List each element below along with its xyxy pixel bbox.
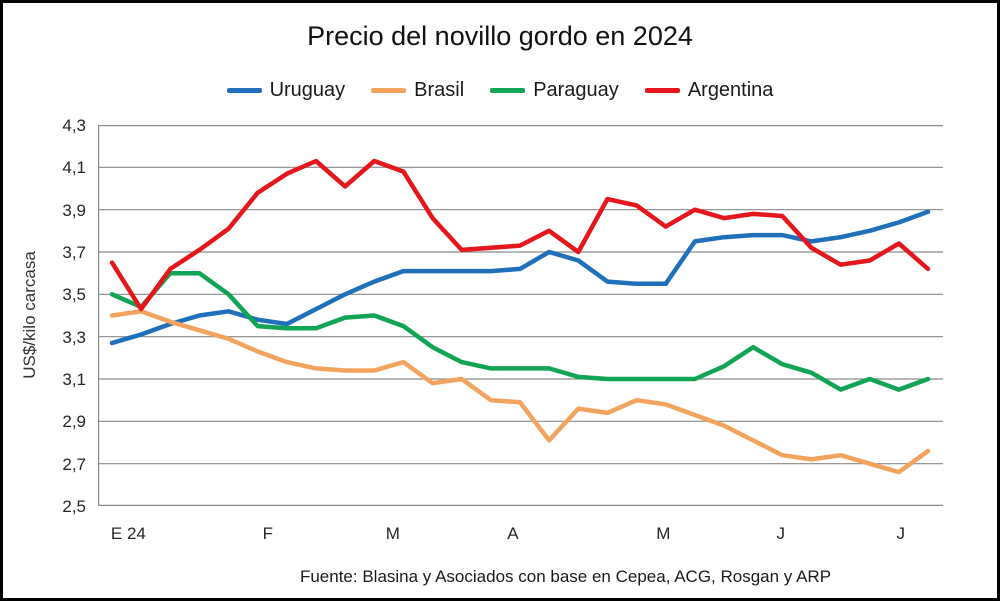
x-tick-label: J	[896, 524, 906, 543]
price-line-paraguay	[109, 270, 931, 392]
y-tick-label: 3,7	[62, 243, 86, 262]
legend-line-swatch	[490, 87, 526, 93]
legend-label: Uruguay	[269, 78, 346, 101]
legend: Uruguay Brasil Paraguay Argentina	[3, 77, 997, 103]
y-tick-label: 2,7	[62, 454, 86, 474]
legend-item-brasil: Brasil	[371, 79, 464, 102]
y-axis: 4,3 4,1 3,9 3,7 3,5 3,3 3,1 2,9 2,7 2,5	[3, 116, 86, 516]
y-tick-label: 3,3	[62, 327, 86, 347]
plot-area	[98, 125, 943, 506]
x-tick-label: E 24	[110, 524, 146, 543]
x-axis: E 24 F M A M J J	[98, 524, 943, 546]
source-note: Fuente: Blasina y Asociados con base en …	[299, 567, 832, 586]
y-tick-label: 2,9	[62, 412, 86, 432]
legend-line-swatch	[644, 87, 680, 93]
price-line-brasil	[109, 309, 931, 475]
legend-label: Argentina	[687, 78, 774, 101]
x-tick-label: M	[656, 524, 671, 543]
y-tick-label: 3,9	[62, 200, 86, 220]
legend-label: Paraguay	[533, 78, 619, 101]
price-line-argentina	[109, 158, 931, 312]
legend-item-paraguay: Paraguay	[490, 79, 619, 102]
legend-item-uruguay: Uruguay	[226, 78, 346, 102]
x-tick-label: F	[262, 524, 274, 543]
y-tick-label: 4,1	[62, 158, 86, 178]
y-tick-label: 3,1	[62, 370, 86, 389]
legend-item-argentina: Argentina	[644, 78, 774, 102]
legend-line-swatch	[226, 87, 262, 93]
x-tick-label: J	[776, 524, 786, 543]
line-chart	[98, 125, 943, 506]
price-line-uruguay	[109, 209, 931, 346]
y-tick-label: 2,5	[62, 497, 86, 516]
y-tick-label: 4,3	[62, 116, 86, 135]
legend-label: Brasil	[414, 78, 465, 101]
chart-title: Precio del novillo gordo en 2024	[307, 21, 693, 51]
legend-line-swatch	[371, 87, 407, 93]
x-tick-label: M	[385, 524, 400, 543]
x-tick-label: A	[507, 524, 519, 543]
y-tick-label: 3,5	[62, 285, 86, 305]
